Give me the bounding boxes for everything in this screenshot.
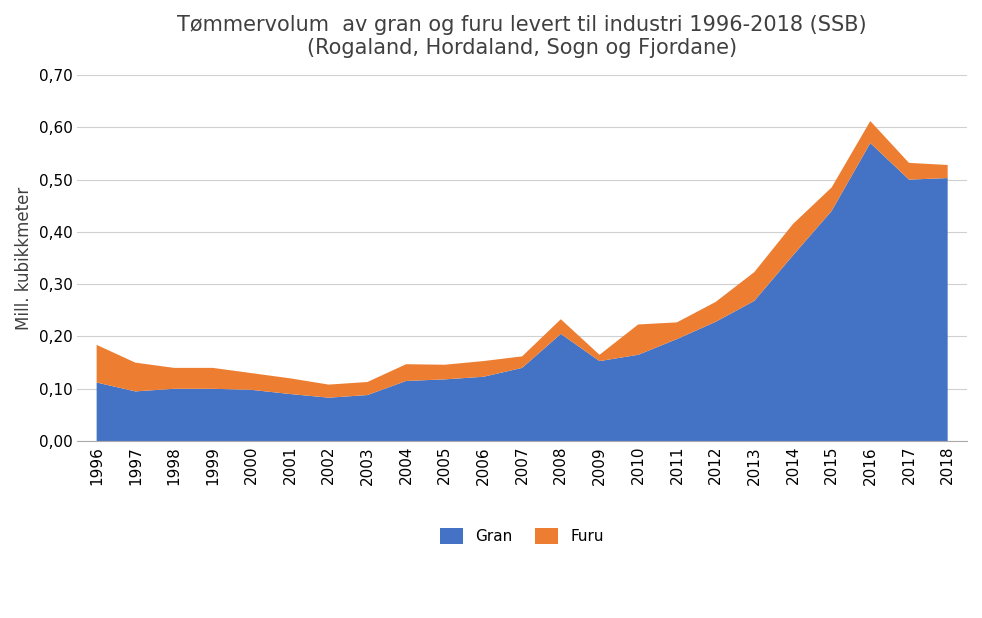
Legend: Gran, Furu: Gran, Furu [434, 522, 610, 550]
Y-axis label: Mill. kubikkmeter: Mill. kubikkmeter [15, 187, 33, 329]
Title: Tømmervolum  av gran og furu levert til industri 1996-2018 (SSB)
(Rogaland, Hord: Tømmervolum av gran og furu levert til i… [178, 15, 867, 58]
